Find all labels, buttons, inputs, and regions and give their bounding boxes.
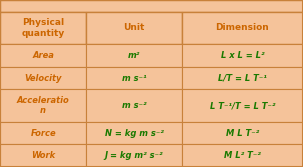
Bar <box>0 122 86 144</box>
Text: Physical
quantity: Physical quantity <box>22 18 65 38</box>
Text: L/T = L T⁻¹: L/T = L T⁻¹ <box>218 74 267 82</box>
Bar <box>86 89 182 122</box>
Text: M L² T⁻²: M L² T⁻² <box>224 151 261 160</box>
Bar <box>86 67 182 89</box>
Bar <box>182 144 303 167</box>
Bar <box>182 89 303 122</box>
Text: m s⁻¹: m s⁻¹ <box>122 74 146 82</box>
Text: L T⁻¹/T = L T⁻²: L T⁻¹/T = L T⁻² <box>210 101 275 110</box>
Bar <box>0 12 86 44</box>
Bar <box>182 12 303 44</box>
Text: Acceleratio
n: Acceleratio n <box>17 96 70 115</box>
Bar <box>0 0 303 12</box>
Bar <box>86 44 182 67</box>
Bar <box>86 144 182 167</box>
Text: Work: Work <box>31 151 55 160</box>
Bar <box>182 122 303 144</box>
Text: Dimension: Dimension <box>215 24 269 32</box>
Bar <box>0 44 86 67</box>
Text: L x L = L²: L x L = L² <box>221 51 264 60</box>
Text: Force: Force <box>30 129 56 138</box>
Bar <box>86 122 182 144</box>
Text: N = kg m s⁻²: N = kg m s⁻² <box>105 129 164 138</box>
Text: Area: Area <box>32 51 54 60</box>
Text: m s⁻²: m s⁻² <box>122 101 146 110</box>
Bar <box>0 144 86 167</box>
Text: Unit: Unit <box>123 24 145 32</box>
Text: m²: m² <box>128 51 140 60</box>
Bar <box>0 89 86 122</box>
Bar <box>182 44 303 67</box>
Bar <box>182 67 303 89</box>
Text: J = kg m² s⁻²: J = kg m² s⁻² <box>105 151 163 160</box>
Bar <box>86 12 182 44</box>
Text: Velocity: Velocity <box>25 74 62 82</box>
Text: M L T⁻²: M L T⁻² <box>226 129 259 138</box>
Bar <box>0 67 86 89</box>
